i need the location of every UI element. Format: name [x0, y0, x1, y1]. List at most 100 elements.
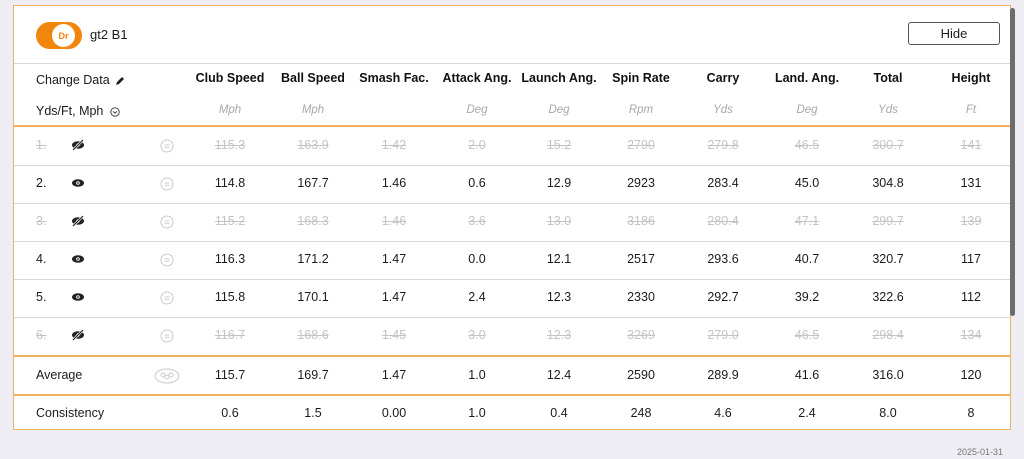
table-cell: 1.47 [381, 252, 407, 266]
table-cell: 1.46 [381, 214, 407, 228]
table-row: 1. 115.3 163.9 1.42 2.0 15.2 2790 279.8 46.5 300.… [14, 127, 1010, 165]
column-unit: Mph [218, 104, 242, 116]
table-cell: 12.9 [546, 176, 572, 190]
eye-slash-icon[interactable] [71, 139, 85, 151]
column-header: Land. Ang. [774, 71, 840, 85]
table-cell: 139 [960, 214, 982, 228]
consistency-cell: 8.0 [879, 406, 897, 420]
eye-slash-icon[interactable] [71, 215, 85, 227]
table-row: 3. 115.2 168.3 1.46 3.6 13.0 3186 280.4 47.1 299.… [14, 203, 1010, 241]
face-icon[interactable] [160, 215, 174, 229]
consistency-cell: 2.4 [798, 406, 816, 420]
average-cell: 2590 [627, 368, 655, 382]
table-cell: 117 [961, 252, 981, 266]
column-unit: Deg [796, 104, 818, 116]
hide-button[interactable]: Hide [908, 22, 1000, 45]
average-cell: 1.47 [381, 368, 407, 382]
shot-table-panel: Dr gt2 B1 Hide Change Data Yds/Ft, Mph C… [13, 5, 1011, 430]
consistency-cell: 0.4 [550, 406, 568, 420]
average-cell: 289.9 [707, 368, 739, 382]
row-divider [14, 203, 1010, 204]
table-cell: 279.8 [707, 138, 739, 152]
face-icon[interactable] [160, 139, 174, 153]
table-cell: 13.0 [546, 214, 572, 228]
face-icon[interactable] [160, 329, 174, 343]
table-cell: 322.6 [872, 290, 904, 304]
table-cell: 47.1 [794, 214, 820, 228]
change-data-button[interactable]: Change Data [36, 73, 125, 87]
average-row: Average 115.7 169.7 1.47 1.0 12.4 2590 289.9 41… [14, 357, 1010, 395]
shot-index: 5. [36, 290, 47, 304]
consistency-row: Consistency 0.6 1.5 0.00 1.0 0.4 248 4.6 2.4 8.0… [14, 395, 1010, 433]
units-selector[interactable]: Yds/Ft, Mph [36, 104, 120, 118]
table-cell: 298.4 [872, 328, 904, 342]
pencil-icon [116, 76, 125, 85]
consistency-cell: 4.6 [714, 406, 732, 420]
table-cell: 168.3 [297, 214, 329, 228]
table-cell: 163.9 [297, 138, 329, 152]
average-cell: 120 [960, 368, 982, 382]
column-unit: Deg [466, 104, 488, 116]
table-cell: 3.6 [468, 214, 486, 228]
table-cell: 12.3 [546, 290, 572, 304]
table-row: 5. 115.8 170.1 1.47 2.4 12.3 2330 292.7 39.2 322.… [14, 279, 1010, 317]
table-cell: 300.7 [872, 138, 904, 152]
column-header: Height [951, 71, 991, 85]
club-toggle[interactable]: Dr [36, 22, 82, 49]
table-cell: 1.47 [381, 290, 407, 304]
table-cell: 141 [960, 138, 982, 152]
table-row: 6. 116.7 168.6 1.45 3.0 12.3 3269 279.0 46.5 298.… [14, 317, 1010, 355]
eye-icon[interactable] [71, 177, 85, 189]
shot-index: 6. [36, 328, 47, 342]
club-toggle-knob: Dr [52, 24, 75, 47]
table-cell: 46.5 [794, 328, 820, 342]
consistency-cell: 0.00 [381, 406, 407, 420]
table-cell: 3.0 [468, 328, 486, 342]
column-header: Total [873, 71, 903, 85]
column-unit: Ft [965, 104, 977, 116]
eye-icon[interactable] [71, 291, 85, 303]
table-cell: 131 [960, 176, 982, 190]
summary-divider [14, 355, 1010, 357]
face-icon[interactable] [160, 177, 174, 191]
shot-index: 3. [36, 214, 47, 228]
table-cell: 170.1 [297, 290, 329, 304]
table-cell: 46.5 [794, 138, 820, 152]
shot-index: 1. [36, 138, 47, 152]
table-cell: 115.3 [214, 138, 246, 152]
date-label: 2025-01-31 [957, 447, 1004, 457]
table-cell: 299.7 [872, 214, 904, 228]
table-cell: 115.8 [214, 290, 246, 304]
change-data-label: Change Data [36, 73, 110, 87]
divider [14, 63, 1010, 64]
table-cell: 2517 [627, 252, 655, 266]
table-cell: 2330 [627, 290, 655, 304]
eye-slash-icon[interactable] [71, 329, 85, 341]
face-icon[interactable] [160, 291, 174, 305]
consistency-cell: 1.5 [304, 406, 322, 420]
face-icon[interactable] [160, 253, 174, 267]
table-cell: 304.8 [872, 176, 904, 190]
average-cell: 1.0 [468, 368, 486, 382]
table-cell: 280.4 [707, 214, 739, 228]
scrollbar[interactable] [1010, 8, 1015, 316]
average-cell: 316.0 [872, 368, 904, 382]
chevron-circle-icon [110, 107, 120, 117]
column-header: Spin Rate [612, 71, 670, 85]
table-cell: 279.0 [707, 328, 739, 342]
column-unit: Yds [713, 104, 733, 116]
table-cell: 167.7 [297, 176, 329, 190]
row-divider [14, 165, 1010, 166]
column-header: Launch Ang. [521, 71, 597, 85]
average-cell: 169.7 [297, 368, 329, 382]
table-cell: 2.4 [468, 290, 486, 304]
group-icon [154, 368, 180, 384]
table-cell: 168.6 [297, 328, 329, 342]
table-cell: 39.2 [794, 290, 820, 304]
column-unit: Mph [301, 104, 325, 116]
summary-divider-2 [14, 394, 1010, 396]
table-cell: 0.6 [468, 176, 486, 190]
table-cell: 1.42 [381, 138, 407, 152]
eye-icon[interactable] [71, 253, 85, 265]
table-row: 4. 116.3 171.2 1.47 0.0 12.1 2517 293.6 40.7 320.… [14, 241, 1010, 279]
